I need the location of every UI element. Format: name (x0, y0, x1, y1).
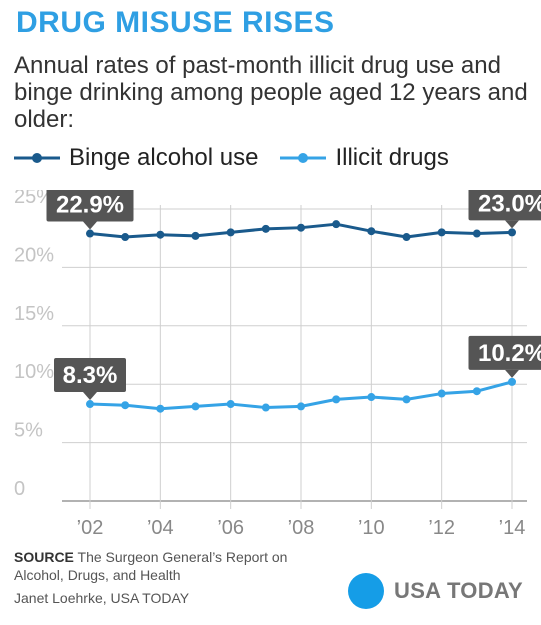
data-point (121, 401, 130, 410)
data-point (332, 220, 341, 229)
x-tick-label: ’02 (77, 517, 104, 539)
credit-line: Janet Loehrke, USA TODAY (14, 590, 190, 606)
line-chart: 0 5% 10% 15% 20% 25% ’02 ’04 ’06 ’08 ’10 ’12 ’14 22.9… (14, 190, 541, 539)
x-tick-label: ’12 (428, 517, 455, 539)
data-point (261, 403, 270, 412)
data-point (472, 387, 481, 396)
callout-box (468, 335, 541, 370)
callout-pointer (505, 369, 519, 378)
data-point (191, 231, 200, 240)
x-tick-label: ’14 (499, 517, 526, 539)
data-point (261, 224, 270, 233)
y-tick-label: 15% (14, 303, 54, 325)
callout-pointer (505, 220, 519, 229)
legend-label-illicit: Illicit drugs (335, 144, 449, 171)
x-tick-label: ’10 (358, 517, 385, 539)
callout-label: 23.0% (478, 190, 541, 217)
source-label: SOURCE (14, 549, 74, 565)
data-point (191, 402, 200, 411)
data-point (226, 228, 235, 237)
legend-item-binge: Binge alcohol use (14, 144, 258, 172)
data-point (121, 233, 130, 242)
source-text: The Surgeon General’s Report on Alcohol,… (14, 549, 288, 583)
y-tick-label: 20% (14, 244, 54, 266)
data-point (367, 227, 376, 236)
data-point (86, 400, 94, 409)
data-point (156, 230, 165, 239)
data-point (86, 229, 94, 238)
callout-box (468, 190, 541, 221)
data-point (402, 395, 411, 404)
y-tick-label: 10% (14, 361, 54, 383)
data-point (437, 389, 446, 398)
data-point (437, 228, 446, 237)
usa-today-logo: USA TODAY (348, 573, 523, 609)
legend-swatch-illicit (280, 153, 327, 163)
legend-label-binge: Binge alcohol use (69, 144, 259, 171)
data-point (472, 229, 481, 238)
legend: Binge alcohol use Illicit drugs (14, 144, 471, 172)
x-tick-label: ’04 (147, 517, 174, 539)
data-point (367, 393, 376, 402)
data-point (402, 233, 411, 242)
x-tick-label: ’08 (288, 517, 315, 539)
callout-label: 22.9% (56, 192, 124, 219)
data-point (508, 228, 516, 237)
legend-item-illicit: Illicit drugs (280, 144, 449, 172)
data-point (156, 404, 165, 413)
source-note: SOURCE The Surgeon General’s Report on A… (14, 548, 334, 584)
callout-label: 10.2% (478, 340, 541, 367)
data-point (297, 223, 305, 232)
chart-subtitle: Annual rates of past-month illicit drug … (14, 52, 528, 133)
data-point (297, 402, 305, 411)
callout-label: 8.3% (63, 362, 118, 389)
callout-box (54, 358, 126, 393)
legend-swatch-binge (14, 153, 60, 163)
y-tick-label: 25% (14, 190, 54, 208)
data-point (508, 377, 516, 386)
logo-dot-icon (348, 573, 384, 609)
callout-pointer (83, 392, 97, 401)
data-point (332, 395, 341, 404)
x-tick-label: ’06 (217, 517, 244, 539)
logo-text: USA TODAY (394, 578, 524, 603)
data-point (226, 400, 235, 409)
y-tick-label: 0 (14, 478, 25, 500)
callout-pointer (83, 221, 97, 230)
callout-box (46, 190, 134, 222)
chart-title: DRUG MISUSE RISES (16, 6, 335, 39)
y-tick-label: 5% (14, 420, 43, 442)
